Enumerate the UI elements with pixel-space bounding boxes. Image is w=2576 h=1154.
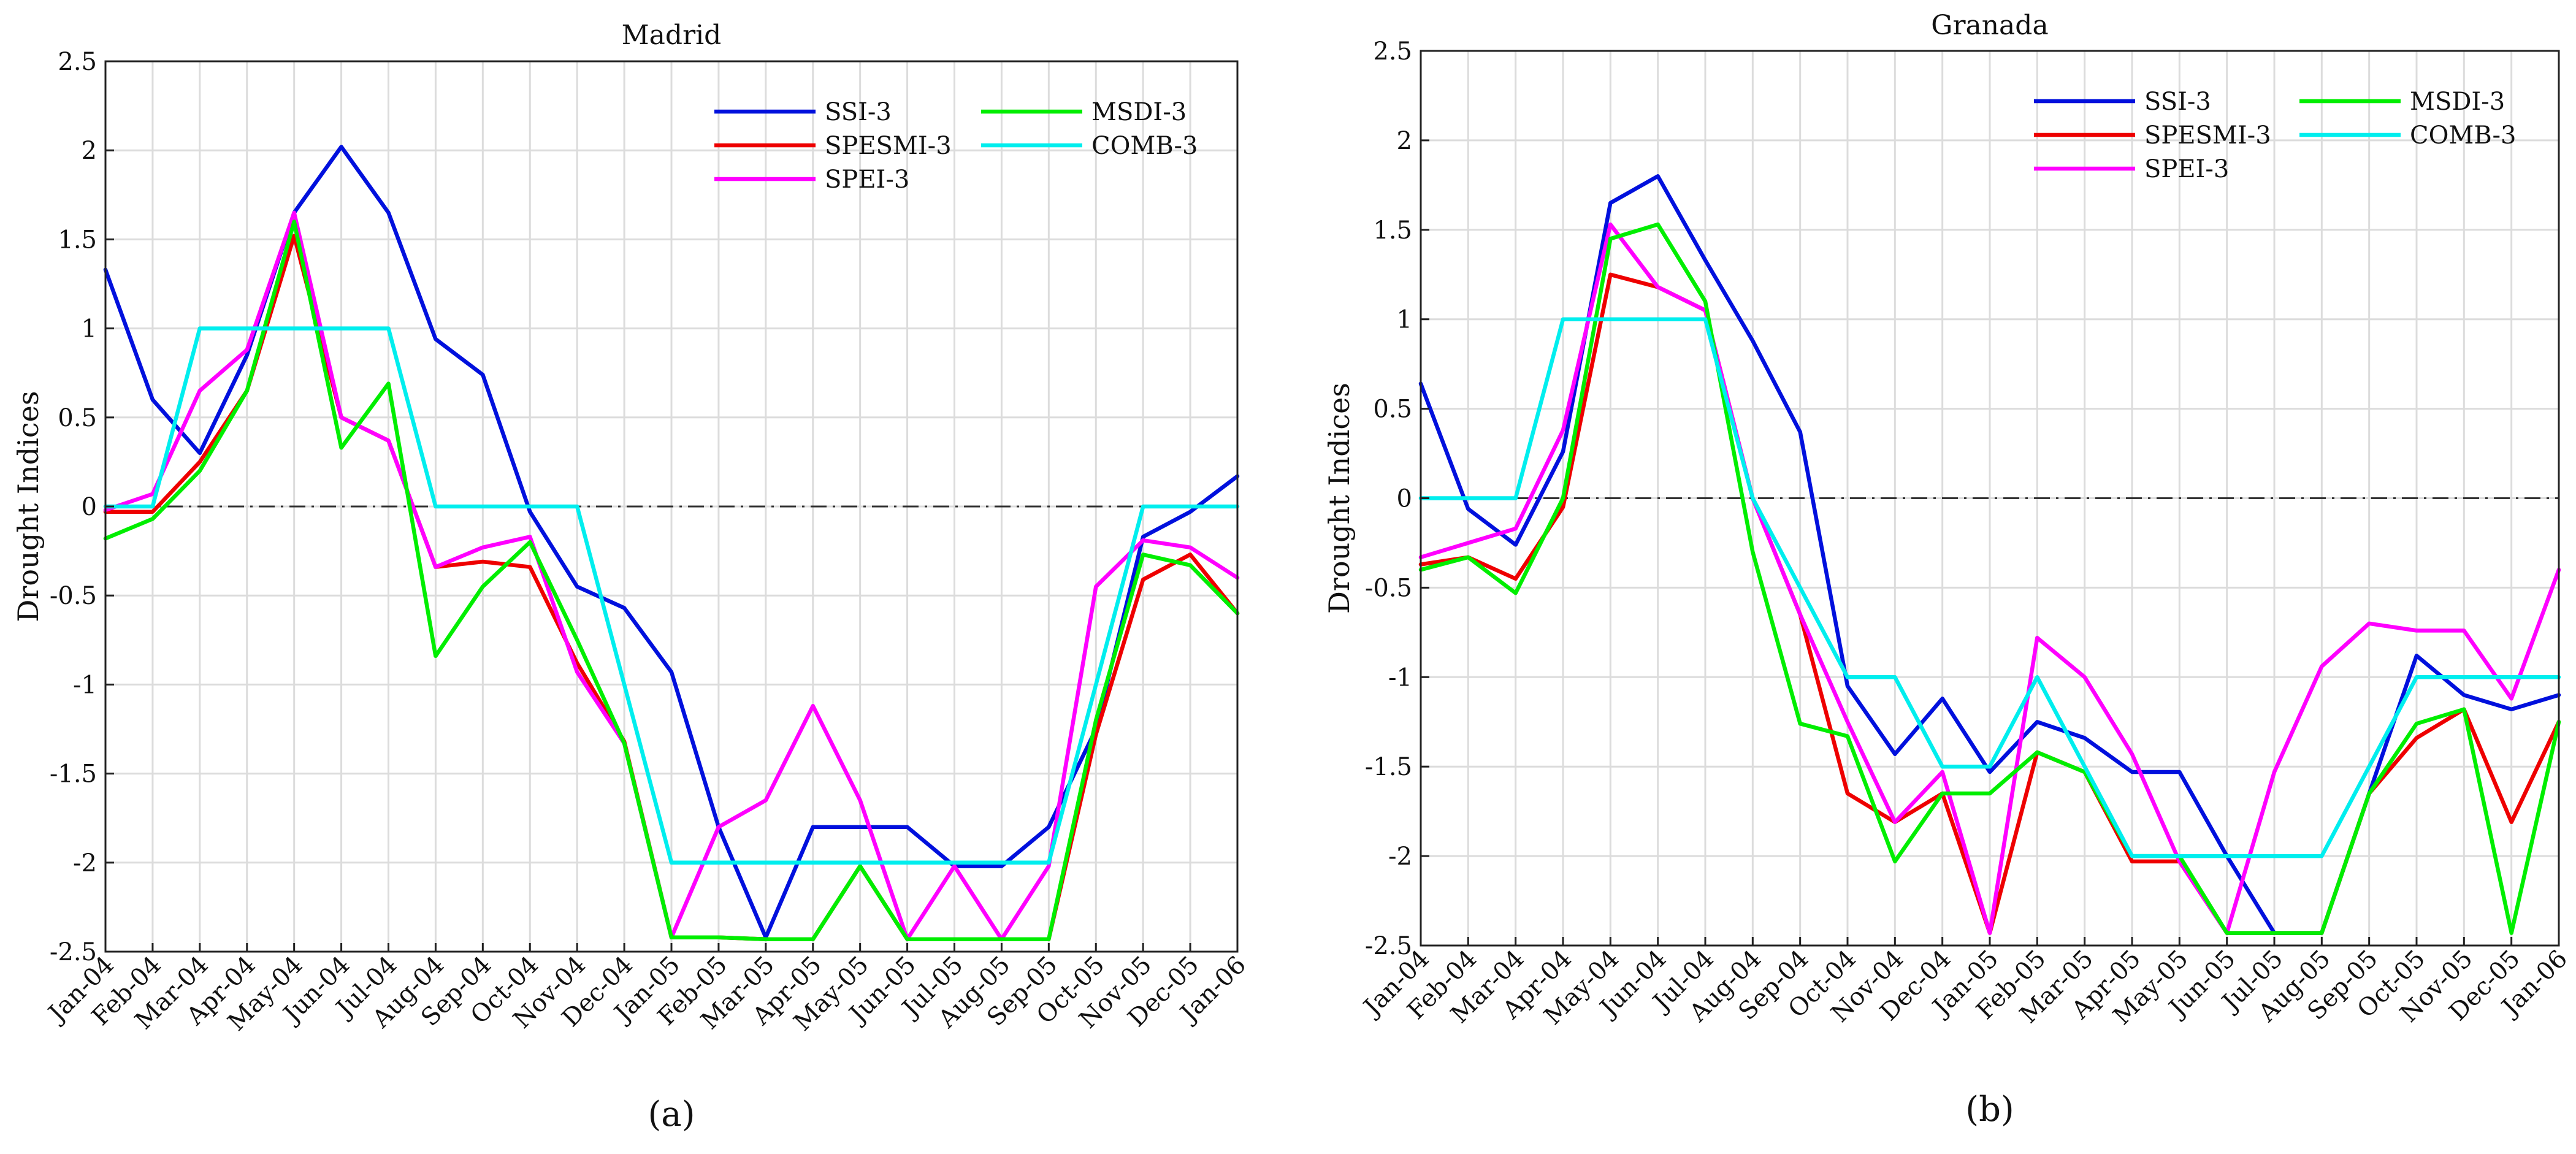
legend-label: COMB-3 [1091,132,1198,160]
y-axis-label: Drought Indices [1323,383,1356,614]
chart-title: Madrid [622,20,722,51]
series-line-msdi-3 [103,220,1240,941]
panel-caption: (b) [1965,1090,2014,1129]
y-tick-label: 0 [1397,485,1412,513]
series-line-comb-3 [103,326,1240,865]
legend-label: SPESMI-3 [2144,121,2271,150]
series-line-msdi-3 [1418,222,2561,935]
series-line-comb-3 [1418,317,2561,858]
y-tick-label: 1.5 [58,226,97,254]
legend-label: SPEI-3 [2144,155,2229,183]
legend-label: MSDI-3 [2410,88,2505,116]
y-tick-label: 1 [82,315,97,343]
y-tick-label: 2.5 [1373,37,1412,66]
chart-panel-b: -2.5-2-1.5-1-0.500.511.522.5Jan-04Feb-04… [1323,10,2573,1129]
y-tick-label: 2.5 [58,48,97,76]
y-tick-label: -0.5 [50,582,97,610]
y-tick-label: 2 [82,137,97,165]
legend-label: SPESMI-3 [825,132,952,160]
legend-label: SPEI-3 [825,166,909,194]
y-tick-label: -1 [1388,663,1412,692]
chart-title: Granada [1931,10,2048,41]
y-tick-label: -0.5 [1365,574,1412,602]
y-tick-label: -1.5 [1365,753,1412,781]
y-tick-label: 1 [1397,306,1412,334]
legend-label: SSI-3 [2144,88,2211,116]
y-tick-label: 0 [82,493,97,521]
y-tick-label: -2.5 [1365,932,1412,960]
y-tick-label: -2 [1388,843,1412,871]
y-tick-label: 2 [1397,127,1412,155]
legend-label: SSI-3 [825,98,892,126]
y-tick-label: 0.5 [58,404,97,432]
panel-caption: (a) [648,1095,695,1134]
series-line-spei-3 [1418,222,2561,935]
y-tick-label: 1.5 [1373,216,1412,245]
legend: SSI-3 SPESMI-3 SPEI-3 MSDI-3 COMB-3 [2034,88,2516,183]
y-tick-label: -1 [73,671,97,699]
legend-label: COMB-3 [2410,121,2516,150]
chart-panel-a: -2.5-2-1.5-1-0.500.511.522.5Jan-04Feb-04… [12,20,1252,1134]
y-tick-label: -2 [73,849,97,877]
y-tick-label: -1.5 [50,760,97,789]
y-tick-label: -2.5 [50,938,97,966]
y-axis-label: Drought Indices [12,391,45,622]
y-tick-label: 0.5 [1373,395,1412,424]
legend-label: MSDI-3 [1091,98,1187,126]
legend: SSI-3 SPESMI-3 SPEI-3 MSDI-3 COMB-3 [714,98,1198,194]
